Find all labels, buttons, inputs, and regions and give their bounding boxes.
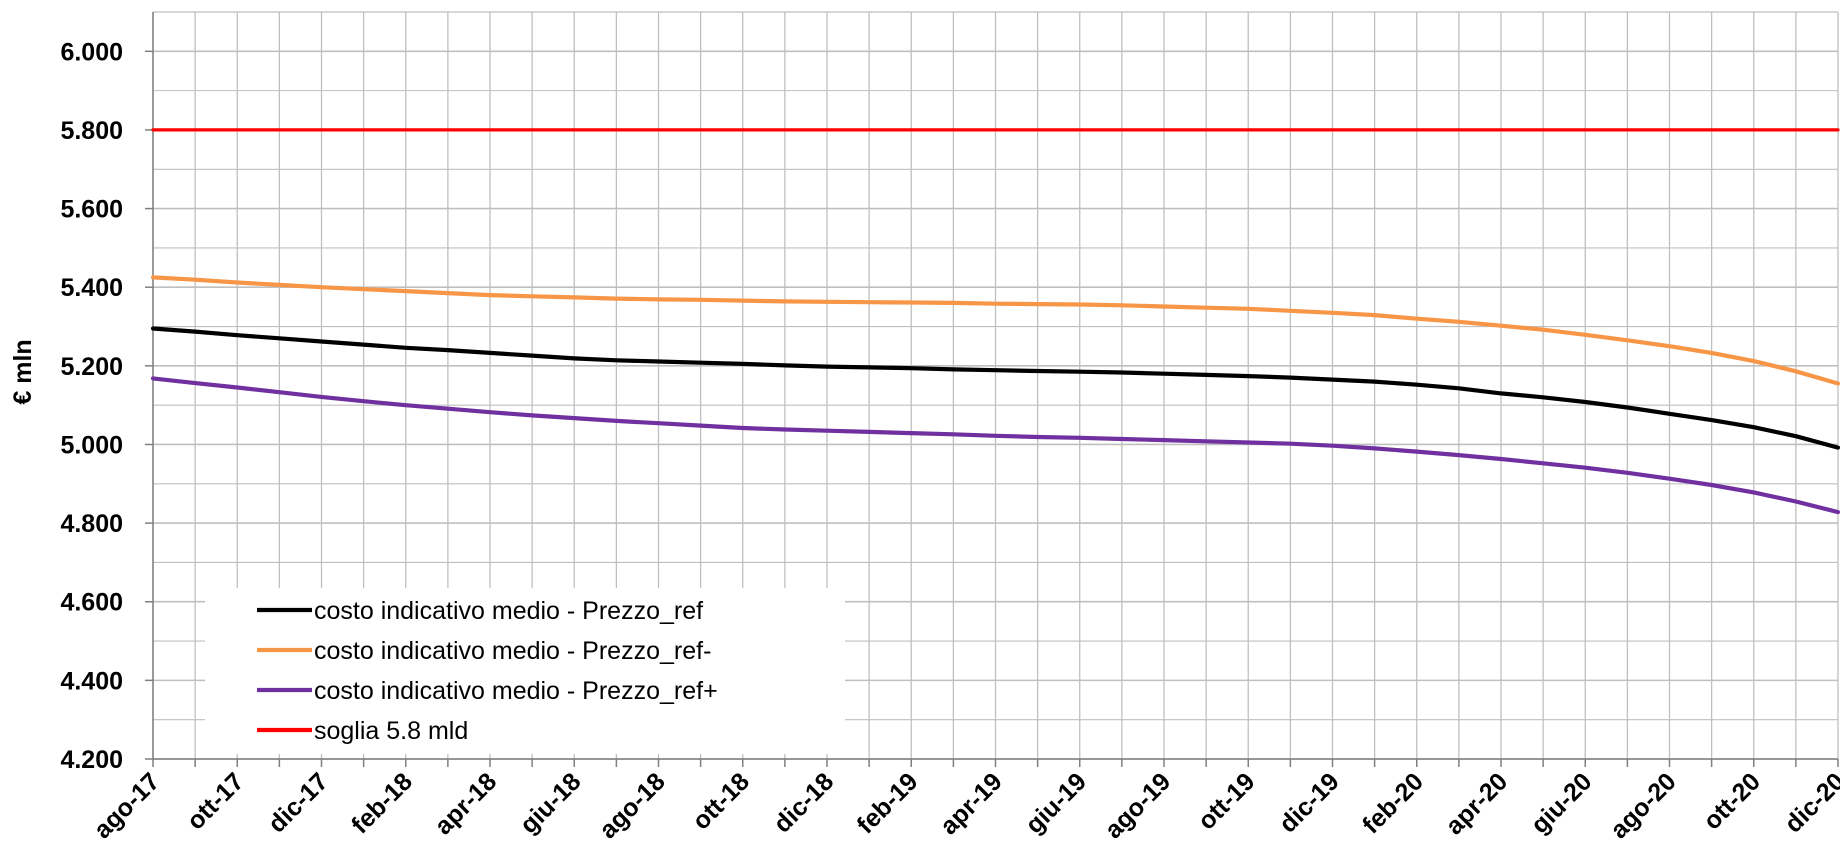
y-tick-label: 5.000	[60, 431, 123, 459]
series-line-3	[150, 376, 1840, 515]
x-tick-label: ott-17	[182, 767, 250, 835]
series-line-2	[150, 275, 1840, 386]
y-tick-label: 4.800	[60, 510, 123, 538]
x-tick-label: apr-18	[429, 767, 502, 840]
x-tick-label: ott-20	[1698, 767, 1766, 835]
series-line-1	[150, 326, 1840, 450]
series-layer	[150, 128, 1840, 515]
x-tick-label: feb-19	[852, 767, 924, 839]
y-axis-title: € mln	[9, 339, 37, 404]
y-tick-label: 5.200	[60, 353, 123, 381]
x-tick-label: giu-19	[1020, 767, 1092, 839]
y-tick-label: 6.000	[60, 38, 123, 66]
legend-label: costo indicativo medio - Prezzo_ref-	[314, 637, 711, 665]
x-tick-label: ago-18	[594, 767, 671, 844]
x-tick-label: dic-19	[1274, 767, 1345, 838]
legend-label: soglia 5.8 mld	[314, 717, 468, 745]
x-tick-label: apr-19	[935, 767, 1008, 840]
x-tick-label: dic-18	[768, 767, 839, 838]
legend-label: costo indicativo medio - Prezzo_ref	[314, 597, 703, 625]
x-tick-label: feb-20	[1357, 767, 1429, 839]
x-tick-label: ago-19	[1099, 767, 1176, 844]
x-tick-label: giu-18	[515, 767, 587, 839]
x-tick-label: dic-20	[1779, 767, 1840, 838]
x-tick-label: dic-17	[263, 767, 334, 838]
x-tick-label: ott-19	[1193, 767, 1261, 835]
legend-box	[205, 588, 845, 754]
y-tick-label: 5.400	[60, 274, 123, 302]
x-tick-label: giu-20	[1526, 767, 1598, 839]
x-tick-label: ago-17	[88, 767, 165, 844]
y-tick-label: 5.800	[60, 117, 123, 145]
y-tick-label: 4.200	[60, 746, 123, 774]
x-tick-label: ott-18	[687, 767, 755, 835]
x-tick-label: ago-20	[1605, 767, 1682, 844]
x-tick-label: feb-18	[346, 767, 418, 839]
legend-label: costo indicativo medio - Prezzo_ref+	[314, 677, 718, 705]
x-tick-label: apr-20	[1440, 767, 1513, 840]
y-tick-label: 4.600	[60, 589, 123, 617]
y-tick-label: 5.600	[60, 196, 123, 224]
y-tick-label: 4.400	[60, 667, 123, 695]
legend: costo indicativo medio - Prezzo_refcosto…	[205, 588, 845, 754]
